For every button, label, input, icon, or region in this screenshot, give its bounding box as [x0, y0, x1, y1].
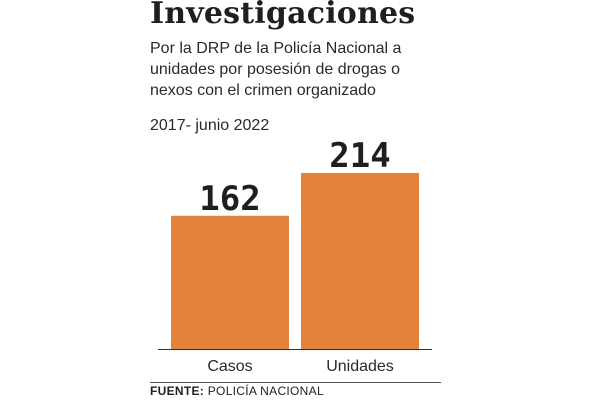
source-divider	[150, 382, 441, 383]
source-label: FUENTE:	[150, 384, 205, 398]
bar-unidades	[301, 173, 419, 349]
bar-casos	[171, 215, 289, 349]
bar-chart: 162 Casos 214 Unidades	[158, 136, 432, 375]
subtitle-line: Por la DRP de la Policía Nacional a	[150, 40, 402, 57]
subtitle-line: unidades por posesión de drogas o	[150, 61, 400, 78]
value-label: 214	[329, 136, 390, 176]
chart-subtitle: Por la DRP de la Policía Nacional a unid…	[150, 38, 450, 101]
subtitle-line: nexos con el crimen organizado	[150, 82, 376, 99]
category-label: Casos	[207, 358, 252, 375]
period-label: 2017- junio 2022	[150, 117, 270, 134]
source-note: FUENTE: POLICÍA NACIONAL	[150, 384, 324, 398]
category-label: Unidades	[326, 358, 394, 375]
value-label: 162	[199, 179, 260, 219]
chart-title: Investigaciones	[150, 0, 416, 31]
source-text: POLICÍA NACIONAL	[207, 384, 324, 398]
